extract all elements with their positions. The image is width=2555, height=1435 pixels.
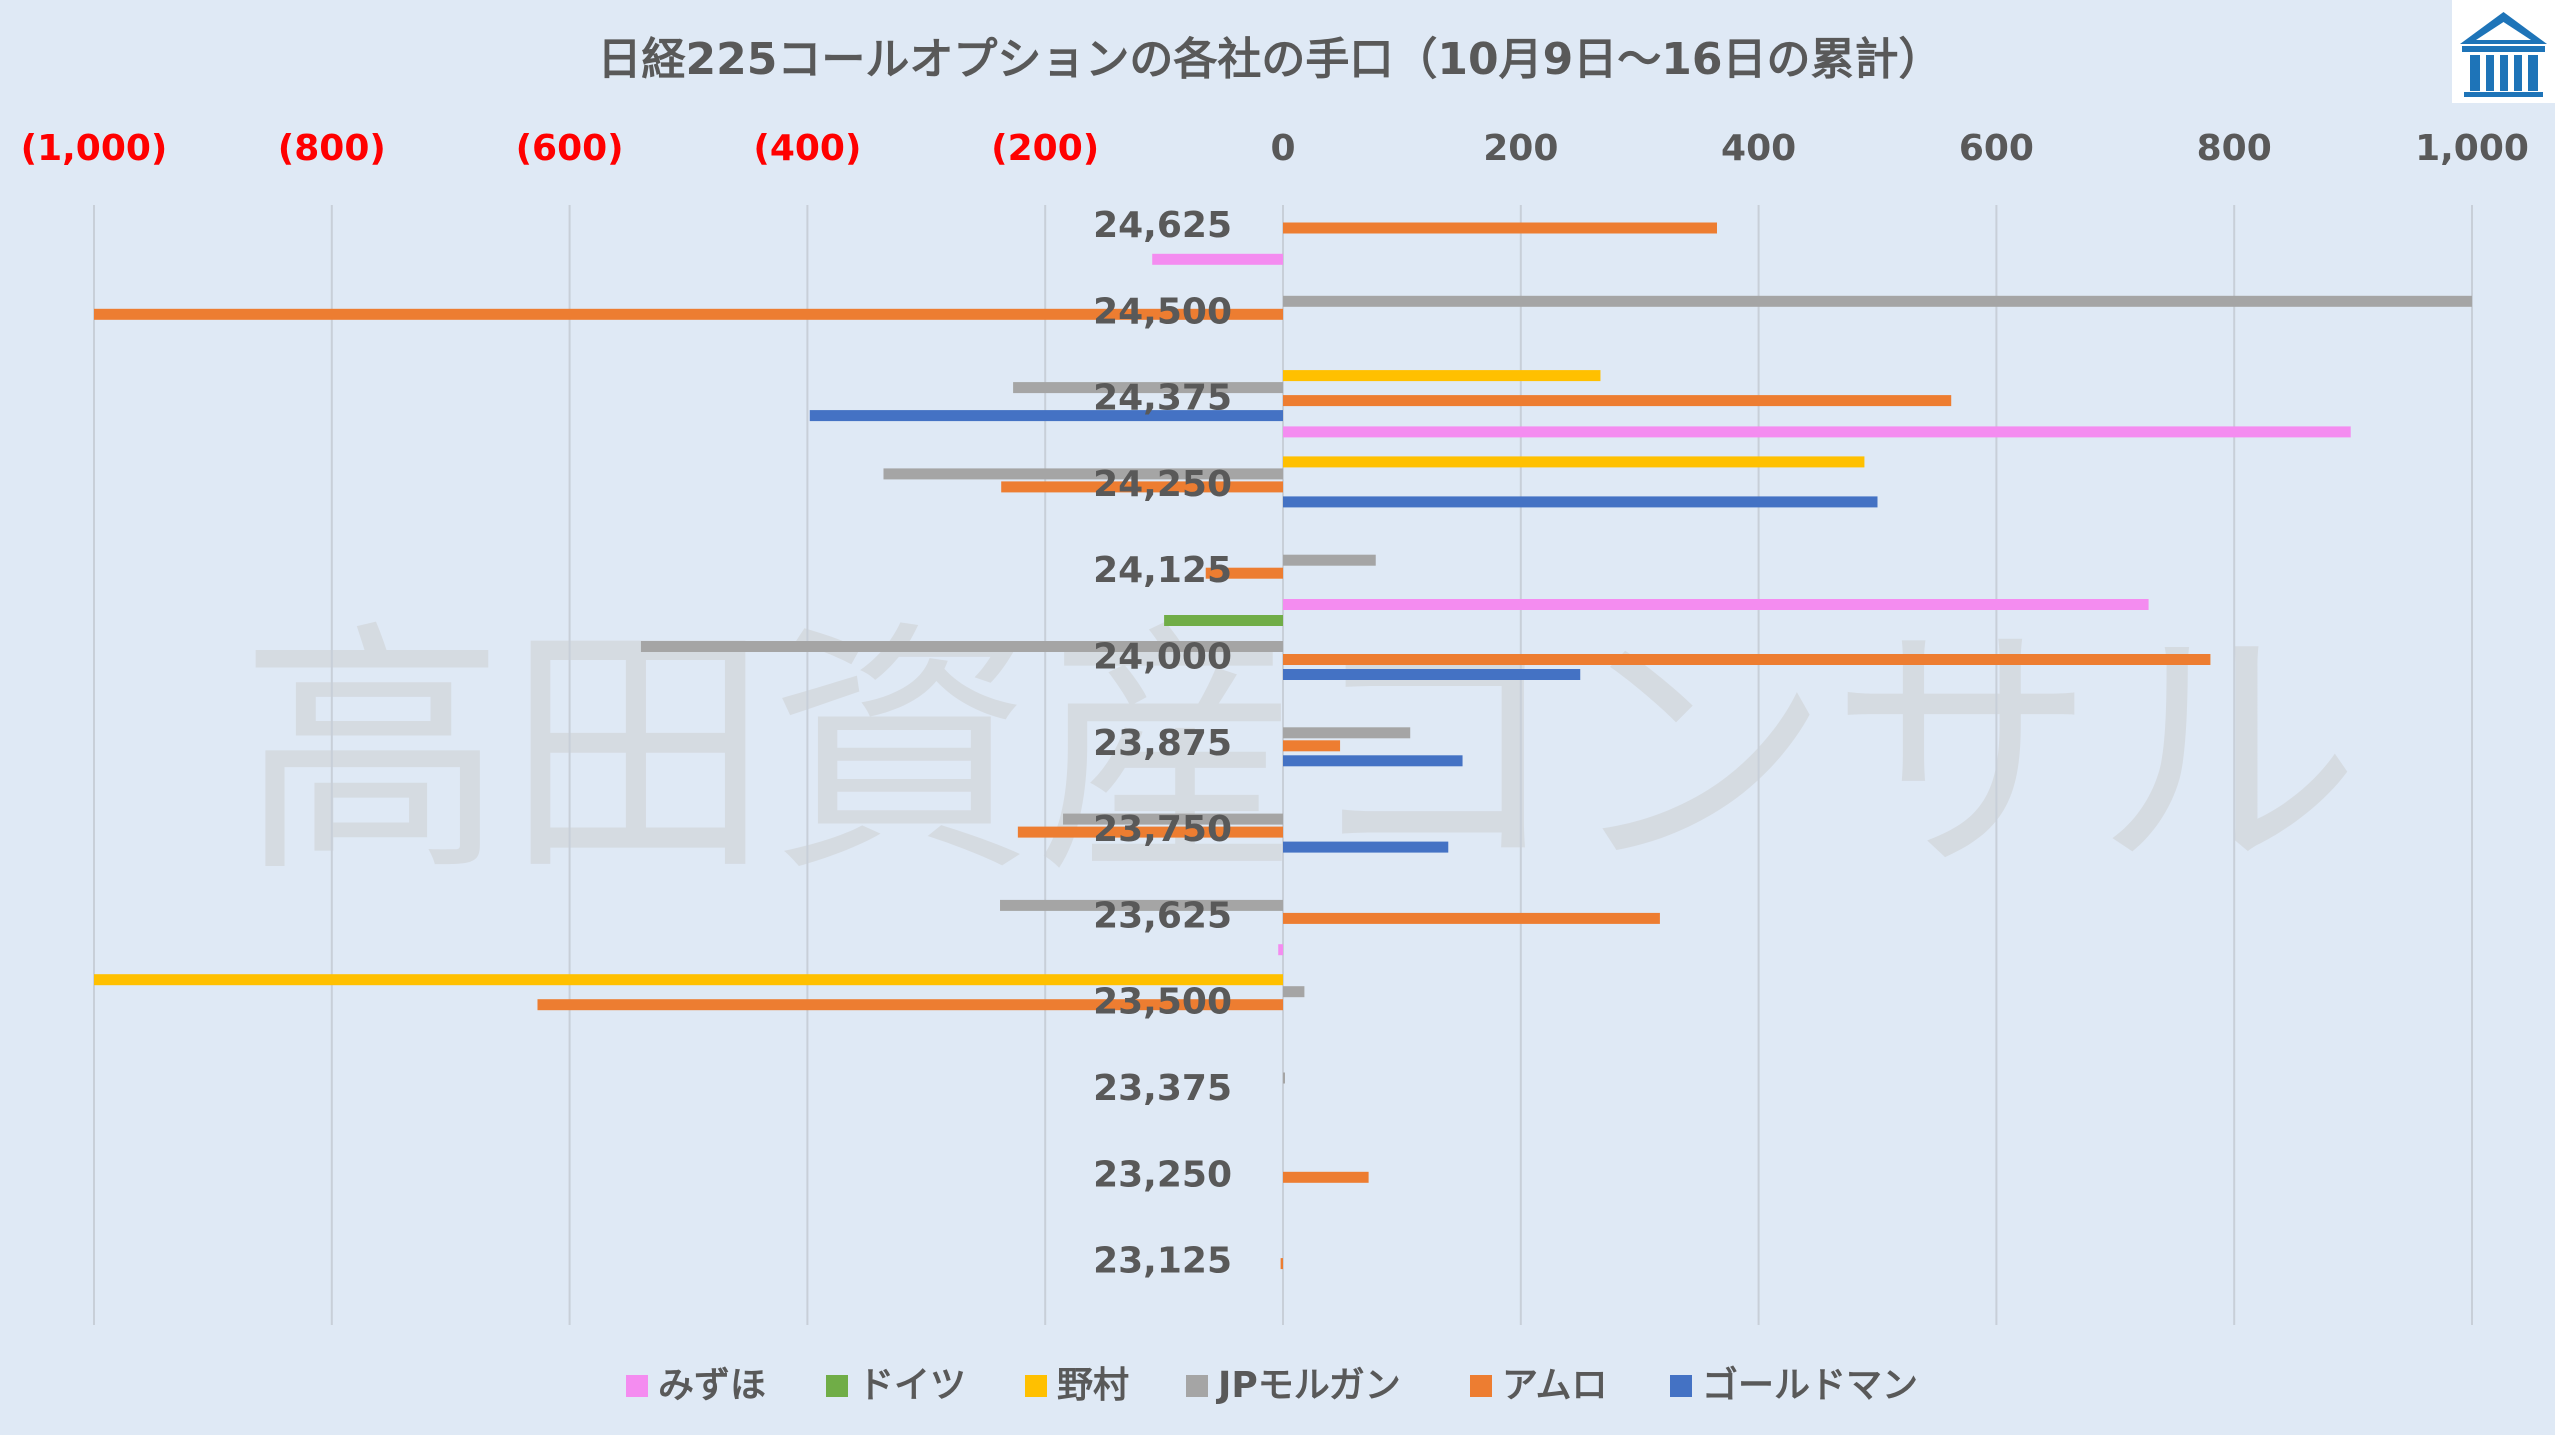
bar-5-6 [1283,755,1463,767]
category-label: 23,750 [1093,809,1232,850]
category-label: 24,125 [1093,550,1232,591]
bar-3-2 [1013,382,1283,394]
bar-4-4 [1205,567,1283,579]
bar-3-10 [1283,1072,1285,1084]
legend-swatch [1186,1375,1208,1397]
legend-swatch [826,1375,848,1397]
bar-0-9 [1278,944,1283,956]
x-tick-label: (800) [278,128,386,169]
bars [94,222,2472,1270]
legend-swatch [1470,1375,1492,1397]
x-tick-label: (600) [516,128,624,169]
bar-4-0 [1283,222,1717,234]
x-tick-label: 400 [1721,128,1796,169]
bar-3-4 [1283,554,1376,566]
category-label: 23,375 [1093,1068,1232,1109]
legend-label: ゴールドマン [1702,1364,1918,1406]
category-label: 23,125 [1093,1241,1232,1282]
legend-swatch [626,1375,648,1397]
category-label: 24,375 [1093,378,1232,419]
bar-4-5 [1283,654,2211,665]
bar-4-12 [1280,1258,1283,1270]
bar-0-1 [1152,253,1283,265]
x-tick-label: 0 [1270,128,1295,169]
legend-swatch [1670,1375,1692,1397]
bar-3-3 [883,468,1283,480]
x-tick-label: (400) [753,128,861,169]
temple-logo-icon [2460,12,2547,97]
category-label: 23,625 [1093,895,1232,936]
bar-5-3 [1283,496,1878,508]
x-tick-label: 800 [2197,128,2272,169]
chart-title: 日経225コールオプションの各社の手口（10月9日～16日の累計） [598,34,1943,85]
category-label: 23,250 [1093,1154,1232,1195]
x-tick-label: (200) [991,128,1099,169]
bar-3-8 [1000,899,1283,911]
x-axis-tick-labels: (1,000) (800) (600) (400) (200) 0 200 400 600 800… [21,128,2529,169]
legend-label: アムロ [1502,1365,1607,1406]
legend-label: 野村 [1057,1365,1129,1406]
bar-4-6 [1283,740,1341,752]
x-tick-label: 1,000 [2415,128,2529,169]
bar-4-11 [1283,1171,1369,1183]
bar-4-7 [1017,826,1283,838]
category-label: 24,250 [1093,464,1232,505]
bar-3-6 [1283,727,1411,739]
legend: みずほ ドイツ 野村 JPモルガン アムロ ゴールドマン [626,1364,1918,1406]
company-logo [2452,0,2555,103]
bar-1-5 [1164,615,1283,626]
bar-0-5 [1283,599,2149,610]
bar-2-2 [1283,370,1601,382]
bar-3-5 [640,641,1283,652]
legend-swatch [1025,1375,1047,1397]
bar-2-3 [1283,456,1865,468]
category-label: 24,000 [1093,637,1232,678]
x-tick-label: 600 [1959,128,2034,169]
category-label: 24,500 [1093,291,1232,332]
bar-5-7 [1283,841,1449,853]
category-label: 23,875 [1093,723,1232,764]
watermark-text: 高田資産コンサル [240,600,2360,908]
category-label: 24,625 [1093,205,1232,246]
x-tick-label: 200 [1483,128,1558,169]
legend-label: JPモルガン [1215,1365,1401,1406]
bar-5-2 [809,410,1283,422]
category-labels: 24,625 24,500 24,375 24,250 24,125 24,000 23,8… [1093,205,1232,1282]
bar-3-7 [1063,813,1283,825]
bar-3-1 [1283,295,2472,307]
bar-5-5 [1283,669,1581,680]
bar-3-9 [1283,986,1305,998]
bar-2-9 [94,974,1283,986]
category-label: 23,500 [1093,982,1232,1023]
bar-4-1 [94,308,1283,320]
bar-4-9 [537,999,1283,1011]
bar-4-2 [1283,395,1952,407]
bar-0-3 [1283,426,2351,438]
legend-label: ドイツ [858,1365,966,1406]
x-tick-label: (1,000) [21,128,168,169]
bar-4-3 [1001,481,1283,493]
bar-4-8 [1283,912,1660,924]
legend-label: みずほ [658,1365,766,1406]
